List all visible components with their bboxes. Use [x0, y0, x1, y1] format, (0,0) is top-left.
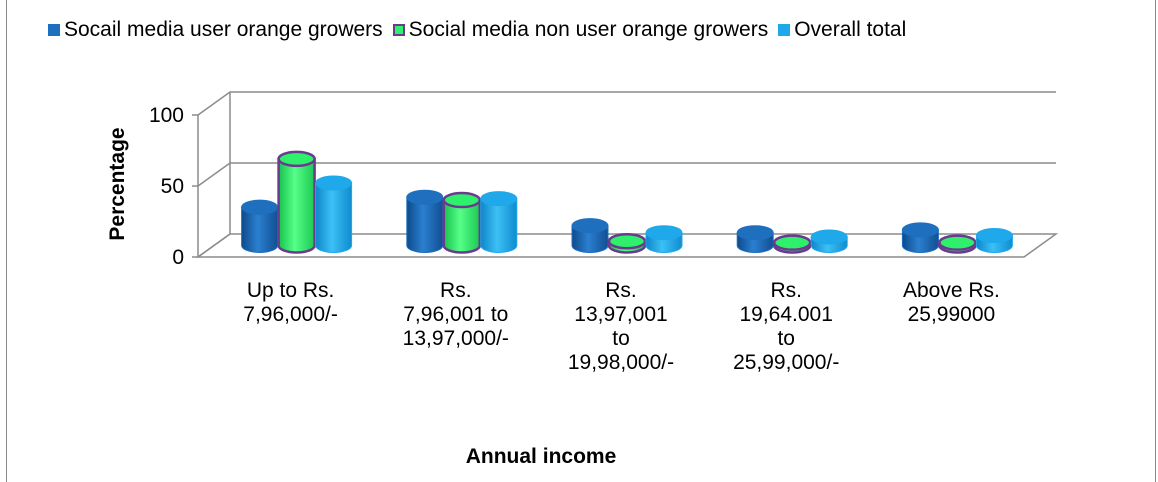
bar-0-1	[406, 196, 444, 253]
bar-top-0-0	[241, 199, 279, 215]
category-label-4: Above Rs. 25,99000	[903, 279, 1000, 326]
bar-top-2-0	[315, 175, 353, 191]
legend-label-social-media-non-users: Social media non user orange growers	[408, 18, 769, 41]
bar-top-1-3	[772, 234, 812, 251]
bar-top-2-4	[975, 228, 1013, 244]
legend-label-social-media-users: Socail media user orange growers	[64, 18, 383, 41]
bar-top-2-2	[645, 225, 683, 241]
category-label-2: Rs. 13,97,001 to 19,98,000/-	[568, 279, 674, 374]
bar-top-1-0	[277, 150, 316, 168]
category-label-0: Up to Rs. 7,96,000/-	[243, 279, 338, 326]
bar-top-0-2	[571, 218, 609, 234]
legend-swatch-social-media-non-users	[392, 24, 405, 36]
y-tick-label: 0	[172, 246, 184, 269]
x-axis-title: Annual income	[466, 445, 617, 468]
bar-top-0-3	[736, 225, 774, 241]
bar-top-2-1	[480, 191, 518, 207]
gridline	[197, 91, 1056, 116]
bar-2-0	[315, 182, 353, 253]
gridline	[197, 162, 1056, 187]
bar-2-1	[480, 198, 518, 253]
bar-top-1-1	[442, 191, 482, 209]
legend-swatch-social-media-users	[48, 24, 60, 36]
floor	[195, 233, 1059, 258]
bar-top-1-4	[938, 234, 977, 251]
bar-top-0-4	[901, 222, 939, 238]
legend-item-social-media-non-users: Social media non user orange growers	[392, 18, 769, 42]
y-axis-title: Percentage	[106, 127, 129, 240]
legend: Socail media user orange growers Social …	[48, 18, 906, 42]
y-tick-label: 100	[149, 104, 184, 127]
legend-swatch-overall-total	[778, 24, 791, 36]
bar-top-0-1	[406, 189, 444, 205]
legend-item-social-media-users: Socail media user orange growers	[48, 18, 383, 42]
legend-item-overall-total: Overall total	[778, 18, 906, 42]
bar-top-1-2	[607, 232, 647, 250]
y-tick-label: 50	[161, 175, 184, 198]
category-label-1: Rs. 7,96,001 to 13,97,000/-	[403, 279, 509, 350]
bar-1-1	[442, 198, 482, 254]
bar-1-0	[277, 157, 316, 254]
legend-label-overall-total: Overall total	[794, 18, 907, 41]
chart-frame	[6, 0, 1156, 482]
bar-top-2-3	[810, 229, 848, 245]
category-label-3: Rs. 19,64.001 to 25,99,000/-	[733, 279, 839, 374]
